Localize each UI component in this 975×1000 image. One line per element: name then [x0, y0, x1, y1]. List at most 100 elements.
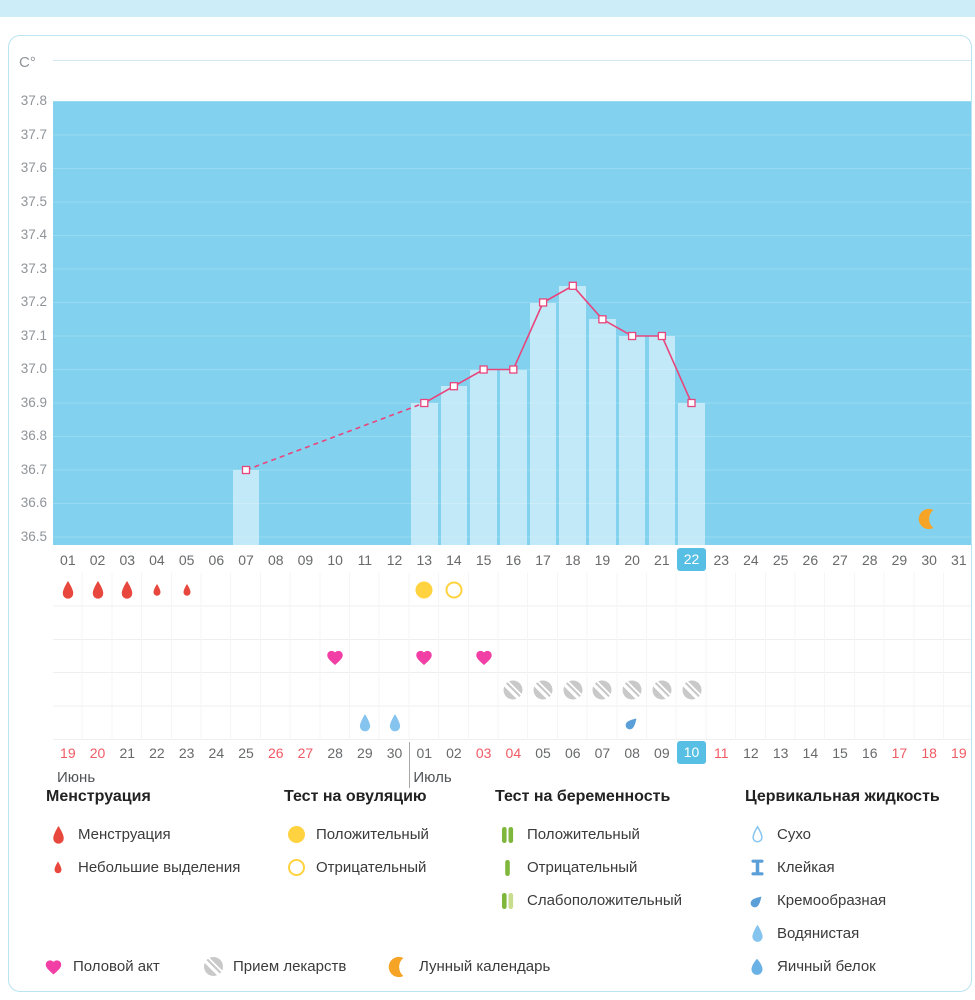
cycle-day-cell[interactable]: 08 — [267, 552, 284, 568]
date-cell[interactable]: 19 — [951, 745, 967, 761]
pill-gray-icon — [503, 680, 523, 700]
temperature-bar — [410, 403, 438, 545]
cycle-day-cell[interactable]: 19 — [594, 552, 611, 568]
cycle-day-cell[interactable]: 12 — [386, 552, 403, 568]
cycle-day-cell[interactable]: 01 — [60, 552, 76, 568]
cycle-day-cell[interactable]: 09 — [297, 552, 314, 568]
cycle-day-cell[interactable]: 04 — [149, 552, 165, 568]
temperature-bar — [648, 336, 676, 545]
y-axis-unit-label: C° — [19, 54, 36, 71]
cycle-day-cell[interactable]: 14 — [446, 552, 462, 568]
cycle-day-cell[interactable]: 16 — [505, 552, 522, 568]
legend-item-label: Положительный — [527, 826, 640, 843]
cycle-day-cell[interactable]: 28 — [861, 552, 878, 568]
date-cell[interactable]: 18 — [921, 745, 937, 761]
cycle-day-cell[interactable]: 13 — [416, 552, 433, 568]
legend-item-label: Отрицательный — [316, 859, 427, 876]
date-cell[interactable]: 08 — [624, 745, 640, 761]
date-cell[interactable]: 29 — [357, 745, 373, 761]
circle-yellow-filled-icon — [415, 580, 434, 599]
cycle-day-cell[interactable]: 23 — [713, 552, 730, 568]
date-cell[interactable]: 03 — [475, 745, 492, 761]
date-cell[interactable]: 25 — [238, 745, 254, 761]
date-cell[interactable]: 09 — [654, 745, 670, 761]
legend-item: Слабоположительный — [495, 884, 682, 917]
date-cell[interactable]: 05 — [535, 745, 551, 761]
legend-item: Небольшие выделения — [46, 851, 240, 884]
cycle-day-cell[interactable]: 05 — [178, 552, 195, 568]
cycle-day-cell[interactable]: 11 — [357, 552, 373, 568]
date-cell[interactable]: 26 — [267, 745, 284, 761]
drop-small-red-icon — [46, 861, 70, 874]
date-cell[interactable]: 14 — [802, 745, 819, 761]
date-cell[interactable]: 02 — [446, 745, 462, 761]
legend-item: Отрицательный — [284, 851, 429, 884]
cycle-day-cell[interactable]: 27 — [832, 552, 848, 568]
y-axis-tick-label: 36.9 — [20, 394, 47, 410]
cycle-day-cell[interactable]: 17 — [535, 552, 551, 568]
date-cell[interactable]: 10 — [676, 741, 707, 764]
date-cell[interactable]: 16 — [861, 745, 878, 761]
circle-yellow-outline-icon — [444, 580, 463, 599]
date-cell[interactable]: 22 — [149, 745, 165, 761]
date-cell[interactable]: 17 — [891, 745, 908, 761]
date-cell[interactable]: 30 — [386, 745, 403, 761]
sticky-icon — [745, 859, 769, 876]
legend-group-title: Тест на беременность — [495, 788, 671, 805]
y-axis-tick-label: 37.8 — [20, 93, 47, 108]
date-cell[interactable]: 23 — [178, 745, 195, 761]
temperature-bar — [470, 369, 497, 545]
legend-item-label: Половой акт — [73, 958, 160, 975]
cycle-day-row: 01 02 03 04 05 06 07 08 09 10 11 12 13 14 15 16 17 18 19 20… — [53, 548, 971, 572]
legend-item: Менструация — [46, 818, 240, 851]
cycle-day-cell[interactable]: 18 — [564, 552, 581, 568]
cycle-day-cell[interactable]: 26 — [802, 552, 819, 568]
drop-large-red-icon — [90, 580, 105, 600]
creamy-icon — [745, 892, 769, 910]
cycle-day-cell[interactable]: 24 — [743, 552, 759, 568]
date-cell[interactable]: 01 — [416, 745, 433, 761]
cycle-day-cell[interactable]: 25 — [772, 552, 789, 568]
cycle-day-cell[interactable]: 21 — [654, 552, 670, 568]
temperature-bar — [232, 470, 260, 545]
pill-gray-icon — [622, 680, 642, 700]
legend-group: Цервикальная жидкость Сухо Клейкая Кремообр… — [745, 788, 940, 983]
y-axis-tick-label: 37.3 — [20, 260, 47, 276]
cycle-day-cell[interactable]: 10 — [327, 552, 343, 568]
legend-item-label: Клейкая — [777, 859, 835, 876]
cycle-day-cell[interactable]: 02 — [89, 552, 106, 568]
date-cell[interactable]: 11 — [713, 745, 729, 761]
date-cell[interactable]: 24 — [208, 745, 225, 761]
date-cell[interactable]: 28 — [327, 745, 343, 761]
temperature-bar — [559, 285, 587, 545]
cycle-day-cell[interactable]: 07 — [238, 552, 254, 568]
cycle-day-cell[interactable]: 22 — [676, 548, 707, 571]
date-cell[interactable]: 20 — [89, 745, 106, 761]
legend-group-title: Цервикальная жидкость — [745, 788, 940, 805]
pill-gray-icon — [652, 680, 672, 700]
date-cell[interactable]: 07 — [594, 745, 611, 761]
drop-small-red-icon — [182, 583, 192, 596]
cycle-day-cell[interactable]: 30 — [921, 552, 937, 568]
legend-item: Отрицательный — [495, 851, 682, 884]
drop-watery-icon — [387, 714, 402, 733]
date-cell[interactable]: 06 — [564, 745, 581, 761]
legend-item-label: Отрицательный — [527, 859, 638, 876]
cycle-day-cell[interactable]: 31 — [951, 552, 967, 568]
date-cell[interactable]: 12 — [743, 745, 759, 761]
date-cell[interactable]: 15 — [832, 745, 848, 761]
cycle-day-cell[interactable]: 15 — [475, 552, 492, 568]
cycle-day-cell[interactable]: 03 — [119, 552, 136, 568]
month-label: Июль — [413, 769, 452, 786]
y-axis-tick-label: 36.8 — [20, 428, 47, 443]
legend-item-label: Положительный — [316, 826, 429, 843]
pill-gray-icon — [201, 957, 225, 976]
cycle-day-cell[interactable]: 20 — [624, 552, 640, 568]
date-cell[interactable]: 13 — [772, 745, 789, 761]
date-cell[interactable]: 27 — [297, 745, 314, 761]
date-cell[interactable]: 04 — [505, 745, 522, 761]
date-cell[interactable]: 19 — [60, 745, 76, 761]
cycle-day-cell[interactable]: 06 — [208, 552, 225, 568]
date-cell[interactable]: 21 — [119, 745, 136, 761]
cycle-day-cell[interactable]: 29 — [891, 552, 908, 568]
